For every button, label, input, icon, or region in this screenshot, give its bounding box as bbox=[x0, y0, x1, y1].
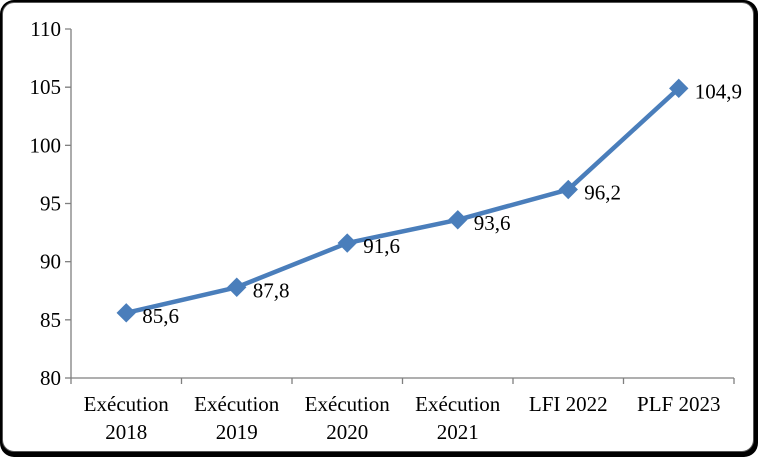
y-axis-tick-label: 105 bbox=[30, 75, 62, 99]
x-axis-category-label: Exécution bbox=[305, 392, 391, 416]
series-line bbox=[124, 86, 681, 316]
y-axis-tick-label: 90 bbox=[40, 250, 61, 274]
data-point-label: 104,9 bbox=[695, 79, 742, 103]
x-axis-category-label: Exécution bbox=[415, 392, 501, 416]
line-chart: 80 85 90 95 100 105 110 Exécution 2018 Exécution 2… bbox=[30, 17, 743, 444]
y-axis-tick-label: 85 bbox=[40, 308, 61, 332]
data-point-label: 96,2 bbox=[584, 181, 621, 205]
x-axis-category-label: Exécution bbox=[194, 392, 280, 416]
chart-card: 80 85 90 95 100 105 110 Exécution 2018 Exécution 2… bbox=[2, 2, 754, 452]
data-point-marker bbox=[669, 78, 689, 99]
data-point-marker bbox=[558, 179, 578, 200]
data-point-label: 91,6 bbox=[363, 234, 400, 258]
y-axis-tick-label: 100 bbox=[30, 133, 62, 157]
data-point-label: 93,6 bbox=[474, 211, 511, 235]
y-axis-tick-label: 95 bbox=[40, 192, 61, 216]
data-point-label: 85,6 bbox=[142, 304, 179, 328]
x-axis-category-label: PLF 2023 bbox=[637, 392, 720, 416]
x-axis-category-label: 2020 bbox=[326, 420, 368, 444]
x-axis-category-label: 2021 bbox=[437, 420, 479, 444]
x-axis-category-label: 2018 bbox=[105, 420, 147, 444]
x-axis-category-label: 2019 bbox=[216, 420, 258, 444]
y-axis-tick-label: 80 bbox=[40, 366, 61, 390]
y-axis-tick-label: 110 bbox=[30, 17, 61, 41]
data-point-marker bbox=[337, 233, 357, 253]
data-point-label: 87,8 bbox=[253, 278, 290, 302]
data-point-marker bbox=[227, 277, 247, 297]
x-axis-category-label: Exécution bbox=[84, 392, 170, 416]
x-axis-category-label: LFI 2022 bbox=[529, 392, 608, 416]
data-point-marker bbox=[448, 210, 468, 230]
data-point-marker bbox=[116, 303, 136, 323]
